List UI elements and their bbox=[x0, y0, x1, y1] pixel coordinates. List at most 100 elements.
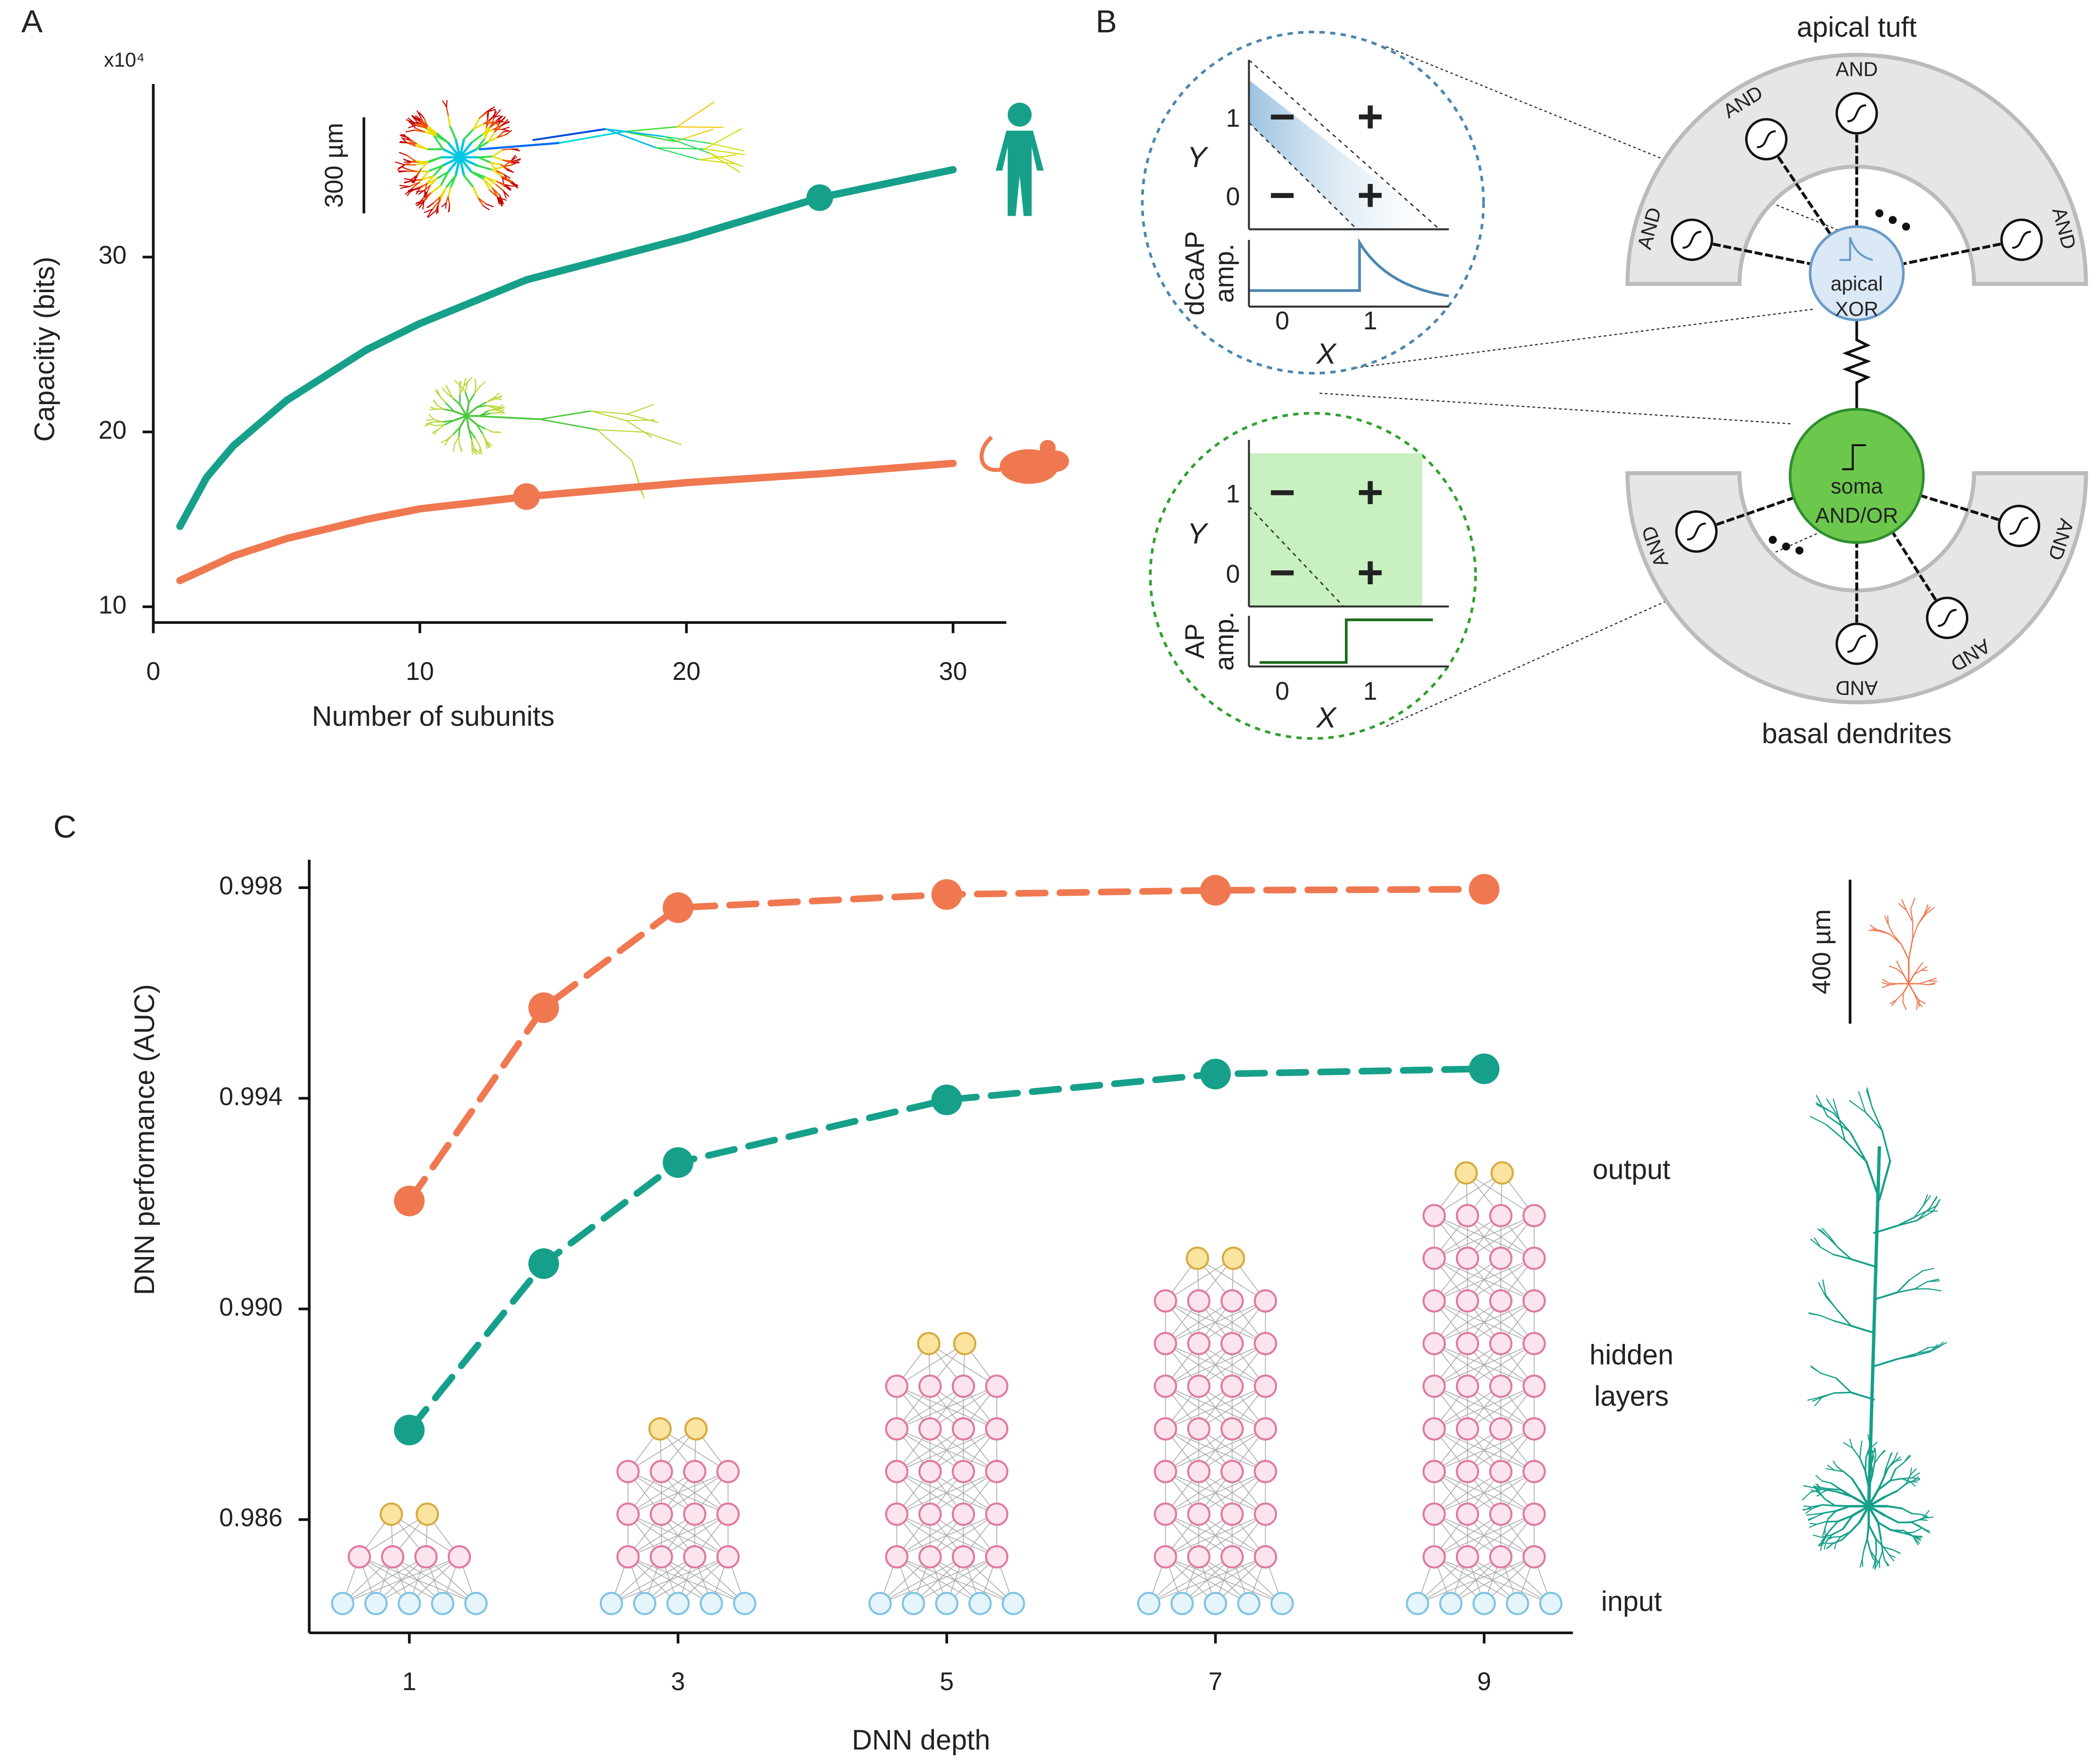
neuron-branch bbox=[1903, 974, 1909, 985]
neuron-branch bbox=[445, 384, 450, 392]
sigmoid bbox=[1687, 522, 1706, 541]
neuron-branch bbox=[435, 390, 440, 396]
data-point bbox=[1200, 1058, 1231, 1089]
neuron-branch bbox=[405, 129, 415, 133]
network-edge bbox=[1434, 1471, 1535, 1515]
network-edge bbox=[1434, 1172, 1503, 1216]
neuron-branch bbox=[1926, 1278, 1939, 1283]
neuron-branch bbox=[1905, 1474, 1911, 1485]
sigmoid bbox=[1847, 104, 1866, 123]
neuron-branch bbox=[1803, 1505, 1813, 1508]
neuron-branch bbox=[1832, 1254, 1852, 1260]
neuron-branch bbox=[710, 142, 744, 152]
network-node bbox=[1220, 1332, 1244, 1355]
network-node bbox=[985, 1374, 1009, 1398]
network-node bbox=[331, 1592, 354, 1615]
y-tick-label: 30 bbox=[99, 241, 127, 269]
x-tick-label: 1 bbox=[402, 1668, 416, 1696]
network-node bbox=[1154, 1374, 1177, 1398]
network-edge bbox=[1197, 1258, 1266, 1301]
x-axis-label: DNN depth bbox=[852, 1725, 990, 1756]
neuron-branch bbox=[463, 174, 474, 188]
neuron-branch bbox=[496, 181, 506, 187]
neuron-branch bbox=[501, 121, 509, 127]
network-node bbox=[1489, 1204, 1513, 1228]
and-region bbox=[1249, 453, 1423, 607]
series-line bbox=[406, 1065, 1488, 1434]
network-node bbox=[415, 1502, 439, 1526]
network-node bbox=[1439, 1592, 1463, 1615]
inset-axis-label: amp. bbox=[1209, 244, 1239, 303]
neuron-branch bbox=[505, 130, 512, 135]
neuron-branch bbox=[1917, 1001, 1923, 1007]
neuron-branch bbox=[704, 148, 746, 155]
neuron-branch bbox=[1849, 1131, 1867, 1163]
data-point bbox=[513, 483, 540, 510]
neuron-branch bbox=[429, 178, 438, 186]
neuron-branch bbox=[433, 400, 438, 406]
network-node bbox=[917, 1332, 941, 1355]
neuron-branch bbox=[625, 419, 655, 422]
neuron-branch bbox=[502, 148, 513, 151]
neuron-branch bbox=[1902, 1532, 1914, 1537]
network-node bbox=[447, 1545, 471, 1569]
neuron-branch bbox=[491, 166, 504, 171]
network-node bbox=[1455, 1289, 1480, 1313]
neuron-branch bbox=[1888, 1553, 1894, 1562]
neuron-branch bbox=[645, 431, 682, 445]
network-node bbox=[599, 1592, 623, 1615]
neuron-branch bbox=[1866, 1524, 1870, 1540]
neuron-branch bbox=[1843, 1442, 1853, 1449]
neuron-branch bbox=[437, 196, 441, 207]
x-axis-label: Number of subunits bbox=[312, 701, 555, 732]
network-node bbox=[1187, 1289, 1211, 1313]
neuron-branch bbox=[402, 138, 410, 141]
neuron-branch bbox=[1903, 983, 1909, 994]
neuron-branch bbox=[1883, 1546, 1894, 1551]
network-edge bbox=[1434, 1300, 1501, 1344]
network-edge bbox=[1165, 1471, 1232, 1515]
neuron-branch bbox=[458, 141, 473, 159]
neuron-branch bbox=[1917, 1211, 1934, 1221]
network-label: layers bbox=[1594, 1381, 1669, 1412]
neuron-branch bbox=[447, 186, 452, 198]
neuron-branch bbox=[1806, 1513, 1816, 1516]
y-tick-label: 0.990 bbox=[219, 1293, 282, 1321]
network-edge bbox=[896, 1556, 1014, 1604]
class-sign: − bbox=[1269, 169, 1296, 220]
neuron-branch bbox=[492, 149, 504, 157]
network-edge bbox=[1165, 1385, 1232, 1429]
neuron-branch bbox=[424, 190, 427, 197]
network-node bbox=[1489, 1460, 1513, 1483]
y-tick-label: 10 bbox=[99, 591, 127, 619]
neuron-branch bbox=[494, 122, 500, 133]
network-node bbox=[1489, 1332, 1513, 1355]
neuron-branch bbox=[1814, 1397, 1822, 1407]
neuron-branch bbox=[441, 420, 455, 423]
neuron-branch bbox=[426, 184, 431, 193]
network-node bbox=[1422, 1332, 1446, 1355]
network-edge bbox=[1434, 1471, 1501, 1515]
neuron-branch bbox=[1834, 1542, 1837, 1550]
neuron-branch bbox=[398, 170, 408, 173]
node-label: soma bbox=[1831, 475, 1883, 498]
neuron-branch bbox=[1916, 1001, 1919, 1010]
neuron-branch bbox=[426, 175, 435, 184]
neuron-branch bbox=[419, 183, 428, 189]
neuron-branch bbox=[626, 404, 654, 415]
network-edge bbox=[661, 1513, 729, 1557]
neuron-branch bbox=[1896, 1219, 1918, 1227]
network-edge bbox=[1434, 1556, 1551, 1604]
neuron-branch bbox=[441, 156, 461, 167]
neuron-branch bbox=[1850, 1258, 1875, 1268]
neuron-branch bbox=[1873, 1291, 1898, 1301]
neuron-branch bbox=[1883, 1546, 1890, 1555]
neuron-branch bbox=[1830, 1482, 1842, 1491]
network-edge bbox=[1165, 1258, 1234, 1301]
neuron-branch bbox=[476, 401, 487, 409]
neuron-branch bbox=[420, 121, 427, 129]
neuron-branch bbox=[1870, 1463, 1874, 1475]
neuron-branch bbox=[1827, 1510, 1837, 1520]
data-point bbox=[528, 1248, 559, 1279]
neuron-branch bbox=[436, 404, 445, 410]
